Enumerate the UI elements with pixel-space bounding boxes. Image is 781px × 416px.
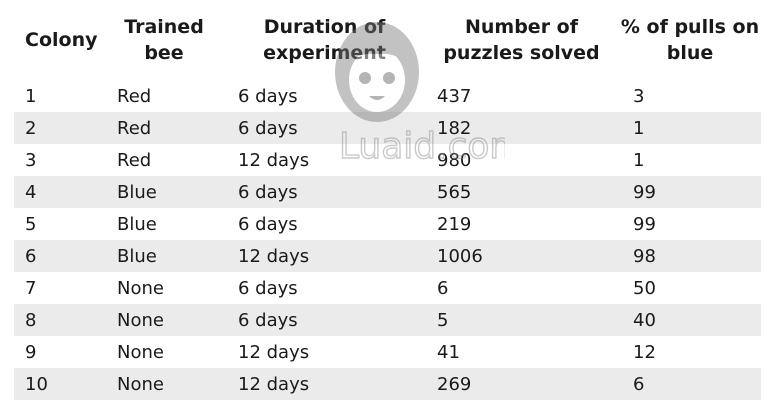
cell-duration: 6 days xyxy=(238,85,298,107)
cell-puzzles-solved: 6 xyxy=(437,277,449,299)
colony-table: Colony Trained bee Duration of experimen… xyxy=(14,0,761,400)
table-row: 6 Blue 12 days 1006 98 xyxy=(14,240,761,272)
data-table-container: Colony Trained bee Duration of experimen… xyxy=(14,0,761,400)
cell-duration: 6 days xyxy=(238,213,298,235)
cell-pulls-on-blue: 3 xyxy=(633,85,645,107)
cell-trained-bee: None xyxy=(103,368,225,400)
cell-pulls-on-blue: 1 xyxy=(619,112,761,144)
cell-duration: 6 days xyxy=(225,176,424,208)
header-duration: Duration of experiment xyxy=(263,16,386,64)
cell-colony: 2 xyxy=(14,112,103,144)
header-row: Colony Trained bee Duration of experimen… xyxy=(14,0,761,80)
cell-pulls-on-blue: 12 xyxy=(633,341,656,363)
cell-pulls-on-blue: 99 xyxy=(633,213,656,235)
cell-trained-bee: Red xyxy=(117,85,152,107)
cell-puzzles-solved: 219 xyxy=(437,213,472,235)
table-row: 7 None 6 days 6 50 xyxy=(14,272,761,304)
cell-puzzles-solved: 980 xyxy=(437,149,472,171)
header-colony: Colony xyxy=(25,29,98,51)
cell-pulls-on-blue: 98 xyxy=(619,240,761,272)
cell-colony: 3 xyxy=(25,149,37,171)
cell-colony: 6 xyxy=(14,240,103,272)
cell-colony: 1 xyxy=(25,85,37,107)
cell-puzzles-solved: 269 xyxy=(424,368,619,400)
table-row: 10 None 12 days 269 6 xyxy=(14,368,761,400)
cell-trained-bee: None xyxy=(103,304,225,336)
table-row: 4 Blue 6 days 565 99 xyxy=(14,176,761,208)
header-pulls-on-blue: % of pulls on blue xyxy=(620,16,760,64)
cell-duration: 12 days xyxy=(238,341,310,363)
cell-colony: 9 xyxy=(25,341,37,363)
cell-pulls-on-blue: 50 xyxy=(633,277,656,299)
table-body: 1 Red 6 days 437 3 2 Red 6 days 182 1 3 … xyxy=(14,80,761,400)
table-row: 2 Red 6 days 182 1 xyxy=(14,112,761,144)
table-header: Colony Trained bee Duration of experimen… xyxy=(14,0,761,80)
table-row: 8 None 6 days 5 40 xyxy=(14,304,761,336)
cell-duration: 12 days xyxy=(225,368,424,400)
cell-colony: 10 xyxy=(14,368,103,400)
cell-pulls-on-blue: 6 xyxy=(619,368,761,400)
table-row: 9 None 12 days 41 12 xyxy=(14,336,761,368)
cell-trained-bee: None xyxy=(117,341,164,363)
cell-duration: 6 days xyxy=(225,304,424,336)
cell-duration: 6 days xyxy=(238,277,298,299)
cell-trained-bee: Blue xyxy=(103,240,225,272)
cell-duration: 6 days xyxy=(225,112,424,144)
cell-colony: 8 xyxy=(14,304,103,336)
cell-pulls-on-blue: 99 xyxy=(619,176,761,208)
table-row: 5 Blue 6 days 219 99 xyxy=(14,208,761,240)
cell-puzzles-solved: 565 xyxy=(424,176,619,208)
cell-puzzles-solved: 5 xyxy=(424,304,619,336)
cell-puzzles-solved: 1006 xyxy=(424,240,619,272)
cell-trained-bee: Red xyxy=(103,112,225,144)
cell-duration: 12 days xyxy=(238,149,310,171)
cell-pulls-on-blue: 1 xyxy=(633,149,645,171)
table-row: 3 Red 12 days 980 1 xyxy=(14,144,761,176)
cell-trained-bee: Blue xyxy=(117,213,157,235)
cell-colony: 7 xyxy=(25,277,37,299)
cell-duration: 12 days xyxy=(225,240,424,272)
cell-trained-bee: Blue xyxy=(103,176,225,208)
cell-pulls-on-blue: 40 xyxy=(619,304,761,336)
cell-colony: 5 xyxy=(25,213,37,235)
cell-trained-bee: None xyxy=(117,277,164,299)
header-trained-bee: Trained bee xyxy=(124,16,204,64)
cell-puzzles-solved: 41 xyxy=(437,341,460,363)
cell-colony: 4 xyxy=(14,176,103,208)
cell-trained-bee: Red xyxy=(117,149,152,171)
cell-puzzles-solved: 437 xyxy=(437,85,472,107)
table-row: 1 Red 6 days 437 3 xyxy=(14,80,761,112)
cell-puzzles-solved: 182 xyxy=(424,112,619,144)
header-puzzles-solved: Number of puzzles solved xyxy=(443,16,600,64)
